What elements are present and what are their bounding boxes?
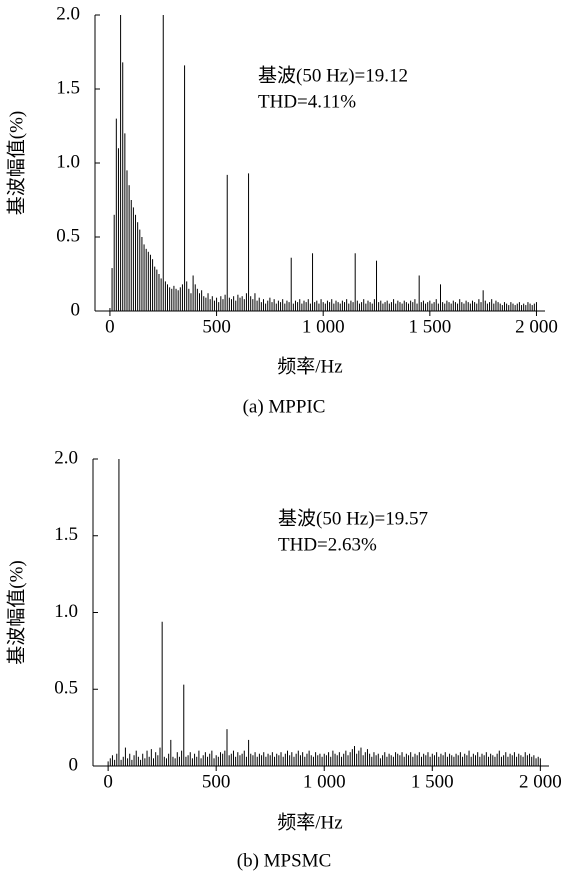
annotation: THD=4.11% — [258, 91, 356, 112]
y-axis-label: 基波幅值(%) — [5, 111, 27, 215]
y-axis-label: 基波幅值(%) — [5, 560, 27, 664]
x-tick-label: 1 000 — [302, 316, 345, 337]
y-tick-label: 1.0 — [54, 601, 78, 622]
y-tick-label: 1.5 — [54, 524, 78, 545]
y-tick-label: 0 — [69, 754, 79, 775]
caption: (a) MPPIC — [243, 396, 326, 417]
y-tick-label: 2.0 — [54, 447, 78, 468]
x-axis-label: 频率/Hz — [277, 355, 342, 377]
x-axis-label: 频率/Hz — [277, 811, 342, 833]
annotation: 基波(50 Hz)=19.12 — [258, 64, 408, 86]
x-tick-label: 1 000 — [303, 771, 346, 792]
x-tick-label: 1 500 — [411, 771, 454, 792]
x-tick-label: 500 — [202, 316, 231, 337]
y-tick-label: 0 — [71, 299, 81, 320]
y-tick-label: 1.0 — [56, 151, 80, 172]
caption: (b) MPSMC — [237, 850, 332, 871]
y-tick-label: 0.5 — [54, 678, 78, 699]
x-tick-label: 1 500 — [408, 316, 451, 337]
x-tick-label: 2 000 — [519, 771, 562, 792]
annotation: THD=2.63% — [278, 534, 377, 555]
x-tick-label: 0 — [103, 771, 113, 792]
y-tick-label: 0.5 — [56, 225, 80, 246]
annotation: 基波(50 Hz)=19.57 — [278, 507, 428, 529]
x-tick-label: 0 — [105, 316, 115, 337]
x-tick-label: 2 000 — [515, 316, 558, 337]
y-tick-label: 1.5 — [56, 77, 80, 98]
y-tick-label: 2.0 — [56, 3, 80, 24]
x-tick-label: 500 — [202, 771, 231, 792]
